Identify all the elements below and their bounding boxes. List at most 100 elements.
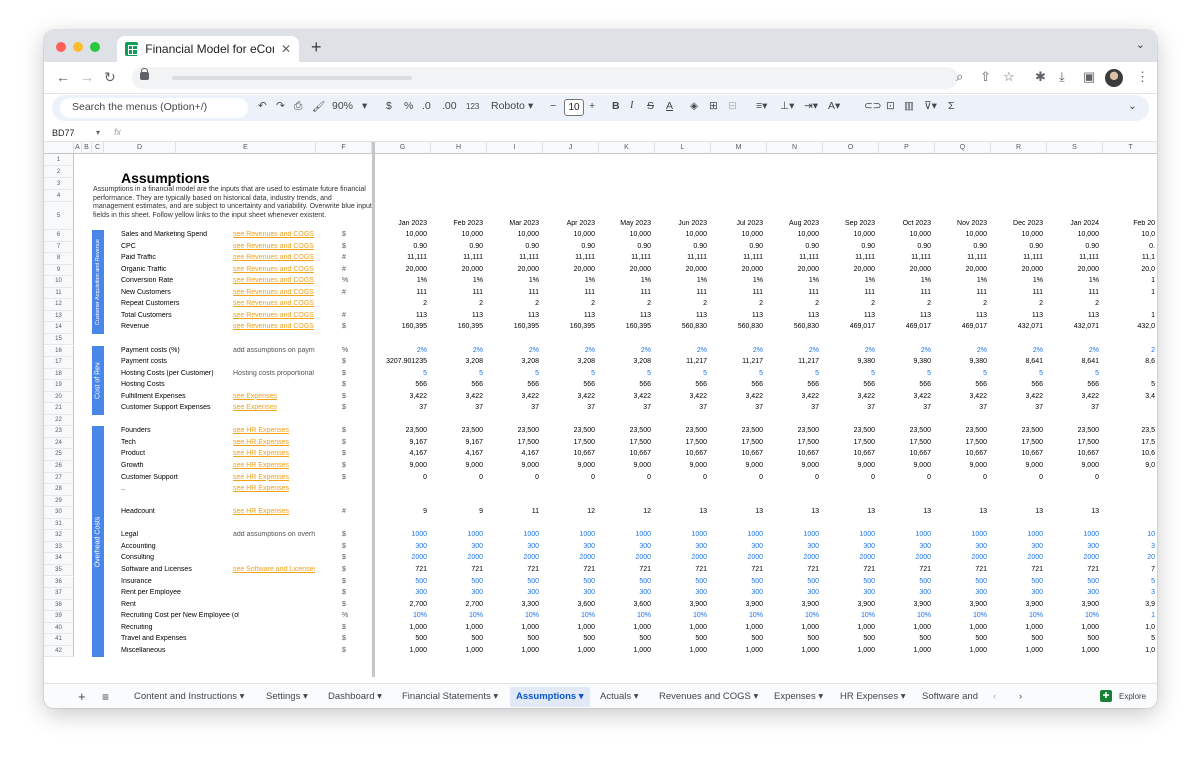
scroll-tabs-right-icon[interactable]: › bbox=[1019, 691, 1023, 702]
value-cell[interactable]: 2% bbox=[1032, 346, 1043, 354]
value-cell[interactable]: 500 bbox=[975, 635, 987, 643]
value-cell[interactable]: 1,000 bbox=[577, 623, 595, 631]
input-sheet-link[interactable]: see HR Expenses bbox=[233, 485, 290, 493]
value-cell[interactable]: 9,000 bbox=[969, 462, 987, 469]
value-cell[interactable]: 1,000 bbox=[745, 623, 763, 631]
sidepanel-icon[interactable]: ▣ bbox=[1083, 69, 1096, 84]
value-cell[interactable]: 300 bbox=[863, 542, 875, 550]
value-cell[interactable]: 2% bbox=[472, 346, 483, 354]
value-cell[interactable]: 10,000 bbox=[1021, 231, 1043, 238]
value-cell[interactable]: 10,000 bbox=[517, 231, 539, 238]
value-cell[interactable]: 17,500 bbox=[573, 438, 595, 446]
value-cell[interactable]: 0.90 bbox=[1029, 242, 1043, 250]
row-header[interactable]: 32 bbox=[44, 530, 74, 542]
extensions-puzzle-icon[interactable]: ✱ bbox=[1035, 69, 1046, 84]
row-header[interactable]: 3 bbox=[44, 178, 74, 190]
input-sheet-link[interactable]: see HR Expenses bbox=[233, 427, 290, 435]
value-cell[interactable]: 17,5 bbox=[1141, 438, 1155, 446]
value-cell[interactable]: 37 bbox=[643, 404, 651, 412]
sheet-tab[interactable]: Expenses ▾ bbox=[774, 691, 824, 702]
row-label[interactable]: Payment costs (%) bbox=[121, 346, 180, 354]
value-cell[interactable]: 2000 bbox=[523, 554, 539, 562]
insert-chart-icon[interactable]: ▥ bbox=[904, 100, 914, 112]
value-cell[interactable]: 566 bbox=[1087, 381, 1099, 389]
value-cell[interactable]: 721 bbox=[583, 565, 595, 573]
download-icon[interactable]: ⤓ bbox=[1059, 69, 1065, 84]
value-cell[interactable]: 1000 bbox=[747, 531, 763, 539]
value-cell[interactable]: 10,000 bbox=[573, 231, 595, 238]
value-cell[interactable]: 10,667 bbox=[909, 450, 931, 458]
column-header-f[interactable]: F bbox=[316, 142, 372, 154]
value-cell[interactable]: 113 bbox=[1031, 311, 1043, 319]
input-sheet-link[interactable]: see HR Expenses bbox=[233, 508, 290, 516]
value-cell[interactable]: 300 bbox=[527, 542, 539, 550]
row-label[interactable]: Travel and Expenses bbox=[121, 635, 187, 643]
value-cell[interactable]: 1,000 bbox=[577, 646, 595, 654]
value-cell[interactable]: 20 bbox=[1147, 554, 1155, 562]
value-cell[interactable]: 23,500 bbox=[909, 427, 931, 435]
value-cell[interactable]: 1,000 bbox=[801, 646, 819, 654]
row-label[interactable]: Conversion Rate bbox=[121, 277, 174, 285]
value-cell[interactable]: 3,422 bbox=[409, 392, 427, 400]
value-cell[interactable]: 20,000 bbox=[573, 265, 595, 273]
value-cell[interactable]: 10% bbox=[748, 612, 763, 620]
redo-icon[interactable]: ↷ bbox=[276, 100, 285, 112]
value-cell[interactable]: 111 bbox=[976, 288, 987, 296]
value-cell[interactable]: 1000 bbox=[523, 531, 539, 539]
value-cell[interactable]: 1,000 bbox=[409, 646, 427, 654]
value-cell[interactable]: 160,395 bbox=[401, 323, 427, 331]
row-header[interactable]: 9 bbox=[44, 264, 74, 277]
row-header[interactable]: 4 bbox=[44, 190, 74, 202]
value-cell[interactable]: 3,422 bbox=[913, 392, 931, 400]
value-cell[interactable]: 1,000 bbox=[409, 623, 427, 631]
value-cell[interactable]: 20,000 bbox=[461, 265, 483, 273]
font-select[interactable]: Roboto bbox=[491, 100, 525, 112]
value-cell[interactable]: 500 bbox=[751, 635, 763, 643]
row-label[interactable]: Accounting bbox=[121, 542, 156, 550]
value-cell[interactable]: 500 bbox=[527, 577, 539, 585]
value-cell[interactable]: 3,422 bbox=[465, 392, 483, 400]
value-cell[interactable]: 3,422 bbox=[857, 392, 875, 400]
row-header[interactable]: 19 bbox=[44, 380, 74, 392]
value-cell[interactable]: 566 bbox=[415, 381, 427, 389]
value-cell[interactable]: 10% bbox=[692, 612, 707, 620]
row-label[interactable]: Sales and Marketing Spend bbox=[121, 231, 207, 238]
value-cell[interactable]: 11,111 bbox=[1079, 254, 1099, 262]
value-cell[interactable]: 10,000 bbox=[685, 231, 707, 238]
name-box[interactable]: BD77 bbox=[52, 128, 75, 138]
undo-icon[interactable]: ↶ bbox=[258, 100, 267, 112]
value-cell[interactable]: 721 bbox=[807, 565, 819, 573]
value-cell[interactable]: 300 bbox=[583, 542, 595, 550]
value-cell[interactable]: 3,900 bbox=[689, 600, 707, 608]
value-cell[interactable]: 37 bbox=[923, 404, 931, 412]
value-cell[interactable]: 23,500 bbox=[461, 427, 483, 435]
value-cell[interactable]: 11,111 bbox=[631, 254, 651, 262]
value-cell[interactable]: 1000 bbox=[411, 531, 427, 539]
value-cell[interactable]: 0.90 bbox=[805, 242, 819, 250]
value-cell[interactable]: 9,000 bbox=[857, 462, 875, 469]
value-cell[interactable]: 721 bbox=[415, 565, 427, 573]
value-cell[interactable]: 560,830 bbox=[793, 323, 819, 331]
value-cell[interactable]: 160,395 bbox=[513, 323, 539, 331]
input-sheet-link[interactable]: see Revenues and COGS bbox=[233, 254, 314, 262]
value-cell[interactable]: 500 bbox=[1031, 577, 1043, 585]
value-cell[interactable]: 20,000 bbox=[1077, 265, 1099, 273]
value-cell[interactable]: 113 bbox=[471, 311, 483, 319]
input-sheet-link[interactable]: see Revenues and COGS bbox=[233, 242, 314, 250]
value-cell[interactable]: 8,6 bbox=[1145, 358, 1155, 366]
value-cell[interactable]: 20,000 bbox=[909, 265, 931, 273]
value-cell[interactable]: 10,0 bbox=[1141, 231, 1155, 238]
value-cell[interactable]: 37 bbox=[699, 404, 707, 412]
row-header[interactable]: 14 bbox=[44, 322, 74, 334]
value-cell[interactable]: 12 bbox=[587, 508, 595, 516]
value-cell[interactable]: 37 bbox=[867, 404, 875, 412]
decrease-decimals-button[interactable]: .0 bbox=[422, 100, 431, 112]
value-cell[interactable]: 113 bbox=[807, 311, 819, 319]
value-cell[interactable]: 9 bbox=[479, 508, 483, 516]
value-cell[interactable]: 10% bbox=[468, 612, 483, 620]
value-cell[interactable]: 13 bbox=[1091, 508, 1099, 516]
select-all-corner[interactable] bbox=[44, 142, 74, 154]
insert-link-icon[interactable]: ⊂⊃ bbox=[864, 100, 882, 112]
row-label[interactable]: Headcount bbox=[121, 508, 155, 516]
value-cell[interactable]: 2000 bbox=[1027, 554, 1043, 562]
